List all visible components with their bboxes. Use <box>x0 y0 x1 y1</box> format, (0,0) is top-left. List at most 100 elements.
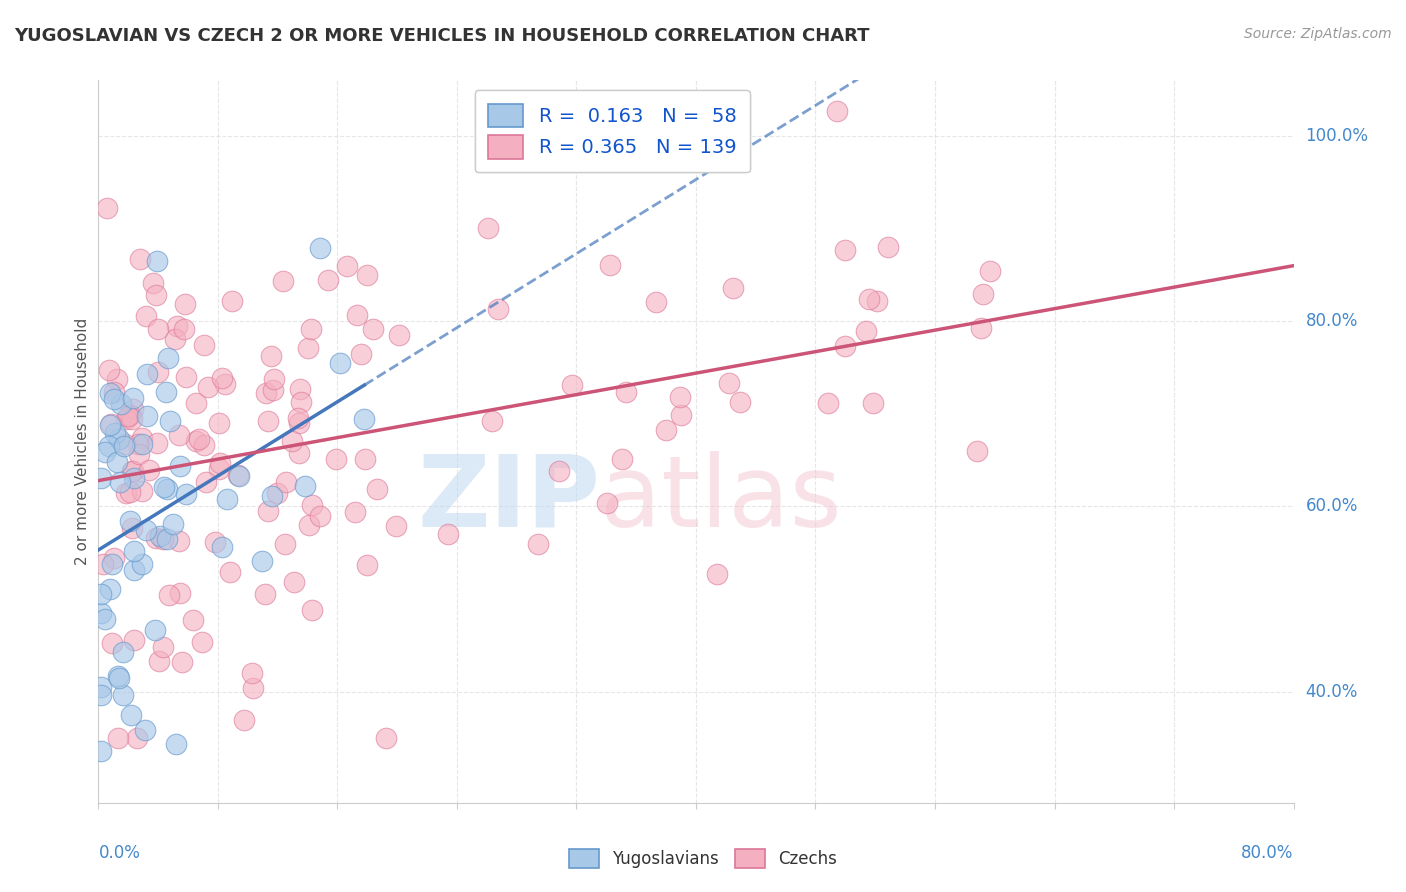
Point <box>256 385 278 400</box>
Point <box>290 382 312 396</box>
Point <box>146 254 169 268</box>
Point <box>706 567 728 582</box>
Point <box>350 346 373 360</box>
Point <box>343 505 366 519</box>
Point <box>165 737 187 751</box>
Point <box>156 532 179 546</box>
Point <box>93 445 115 459</box>
Text: atlas: atlas <box>600 450 842 548</box>
Point <box>361 321 384 335</box>
Point <box>135 310 157 324</box>
Point <box>131 431 153 445</box>
Point <box>827 104 849 119</box>
Point <box>288 416 311 430</box>
Point <box>135 368 157 382</box>
Point <box>385 519 408 533</box>
Point <box>250 554 273 568</box>
Point <box>388 327 411 342</box>
Point <box>228 468 250 483</box>
Point <box>121 464 143 478</box>
Point <box>155 384 177 399</box>
Point <box>437 527 460 541</box>
Point <box>966 444 988 458</box>
Point <box>356 558 378 572</box>
Point <box>107 669 129 683</box>
Point <box>105 455 128 469</box>
Point <box>122 471 145 485</box>
Point <box>120 707 142 722</box>
Point <box>152 532 174 546</box>
Point <box>143 624 166 638</box>
Point <box>211 371 233 385</box>
Point <box>548 464 571 478</box>
Point <box>862 396 884 410</box>
Point <box>145 436 167 450</box>
Point <box>336 259 359 273</box>
Point <box>110 475 132 490</box>
Point <box>169 586 191 600</box>
Point <box>111 688 134 702</box>
Point <box>721 281 744 295</box>
Point <box>262 489 284 503</box>
Point <box>526 537 548 551</box>
Point <box>834 243 856 257</box>
Point <box>181 613 204 627</box>
Point <box>645 295 668 310</box>
Point <box>972 287 994 301</box>
Point <box>309 509 332 524</box>
Point <box>149 529 172 543</box>
Point <box>970 321 993 335</box>
Point <box>477 220 499 235</box>
Point <box>159 414 181 428</box>
Point <box>131 483 153 498</box>
Point <box>187 433 209 447</box>
Point <box>207 462 229 476</box>
Point <box>172 655 194 669</box>
Point <box>131 557 153 571</box>
Point <box>176 370 198 384</box>
Point <box>599 258 621 272</box>
Point <box>103 551 125 566</box>
Point <box>274 475 297 489</box>
Point <box>93 612 115 626</box>
Point <box>90 744 112 758</box>
Text: 60.0%: 60.0% <box>1306 498 1358 516</box>
Point <box>162 517 184 532</box>
Point <box>374 731 396 745</box>
Text: 80.0%: 80.0% <box>1306 312 1358 330</box>
Point <box>184 395 207 409</box>
Point <box>855 324 877 338</box>
Point <box>346 308 368 322</box>
Point <box>90 587 112 601</box>
Point <box>156 482 179 496</box>
Point <box>173 321 195 335</box>
Point <box>281 434 304 449</box>
Point <box>256 504 278 518</box>
Point <box>858 292 880 306</box>
Point <box>114 437 136 451</box>
Point <box>167 534 190 549</box>
Text: 40.0%: 40.0% <box>1306 682 1358 700</box>
Point <box>655 423 678 437</box>
Point <box>979 263 1001 277</box>
Point <box>353 451 375 466</box>
Point <box>138 463 160 477</box>
Point <box>121 411 143 425</box>
Point <box>301 603 323 617</box>
Point <box>194 475 217 489</box>
Point <box>112 439 135 453</box>
Point <box>266 486 288 500</box>
Point <box>98 439 121 453</box>
Point <box>98 363 121 377</box>
Point <box>730 394 752 409</box>
Point <box>865 294 887 309</box>
Point <box>146 365 169 379</box>
Point <box>211 541 233 555</box>
Point <box>122 563 145 577</box>
Point <box>120 408 142 422</box>
Point <box>287 446 309 460</box>
Point <box>135 523 157 537</box>
Point <box>107 731 129 745</box>
Legend: Yugoslavians, Czechs: Yugoslavians, Czechs <box>562 842 844 875</box>
Point <box>121 401 143 416</box>
